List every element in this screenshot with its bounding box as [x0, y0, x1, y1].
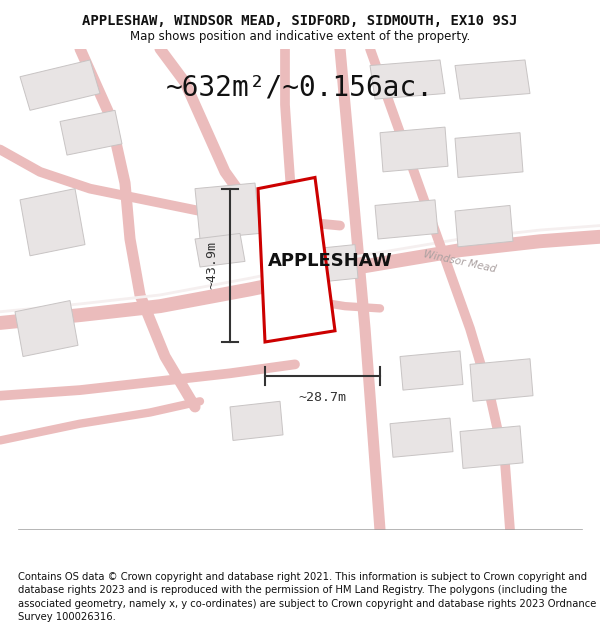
Polygon shape — [455, 206, 513, 247]
Polygon shape — [380, 127, 448, 172]
Polygon shape — [230, 401, 283, 441]
Text: Map shows position and indicative extent of the property.: Map shows position and indicative extent… — [130, 30, 470, 43]
Polygon shape — [195, 233, 245, 267]
Text: Contains OS data © Crown copyright and database right 2021. This information is : Contains OS data © Crown copyright and d… — [18, 572, 596, 622]
Polygon shape — [195, 183, 260, 239]
Polygon shape — [455, 132, 523, 178]
Polygon shape — [60, 110, 122, 155]
Polygon shape — [20, 189, 85, 256]
Polygon shape — [15, 301, 78, 356]
Polygon shape — [258, 177, 335, 342]
Text: ~632m²/~0.156ac.: ~632m²/~0.156ac. — [166, 74, 434, 102]
Text: APPLESHAW: APPLESHAW — [268, 253, 392, 271]
Text: Windsor Mead: Windsor Mead — [423, 249, 497, 274]
Polygon shape — [375, 200, 438, 239]
Polygon shape — [400, 351, 463, 390]
Polygon shape — [390, 418, 453, 457]
Polygon shape — [300, 244, 358, 284]
Polygon shape — [455, 60, 530, 99]
Polygon shape — [20, 60, 100, 110]
Polygon shape — [470, 359, 533, 401]
Text: ~43.9m: ~43.9m — [205, 241, 218, 289]
Text: APPLESHAW, WINDSOR MEAD, SIDFORD, SIDMOUTH, EX10 9SJ: APPLESHAW, WINDSOR MEAD, SIDFORD, SIDMOU… — [82, 14, 518, 28]
Polygon shape — [460, 426, 523, 469]
Polygon shape — [370, 60, 445, 99]
Text: ~28.7m: ~28.7m — [299, 391, 347, 404]
